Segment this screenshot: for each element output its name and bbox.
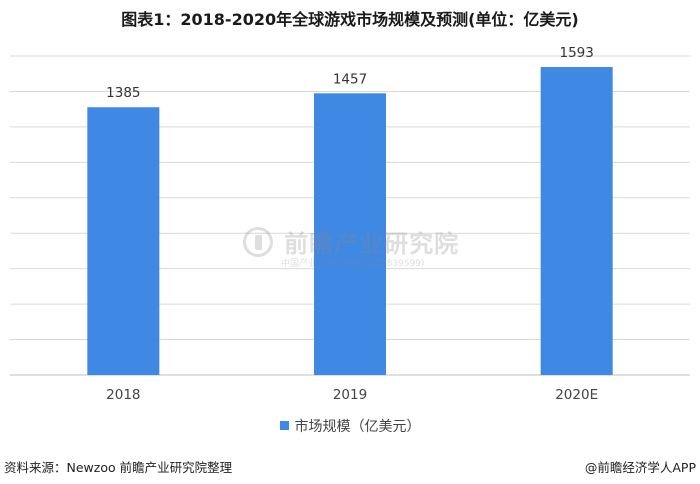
legend-label: 市场规模（亿美元） <box>294 419 421 435</box>
bar <box>314 93 386 376</box>
chart-title: 图表1：2018-2020年全球游戏市场规模及预测(单位：亿美元) <box>121 10 579 29</box>
bar-chart: 1385 2018 1457 2019 1593 2020E <box>10 45 690 400</box>
legend: 市场规模（亿美元） <box>0 416 700 436</box>
x-tick-label: 2018 <box>106 387 140 400</box>
x-tick-label: 2020E <box>555 387 598 400</box>
data-label: 1593 <box>559 45 593 61</box>
bar <box>540 67 613 375</box>
credit-note: @前瞻经济学人APP <box>584 460 696 475</box>
bar <box>87 107 160 375</box>
x-tick-label: 2019 <box>333 387 367 400</box>
legend-swatch <box>279 421 289 430</box>
source-note: 资料来源：Newzoo 前瞻产业研究院整理 <box>4 460 233 475</box>
data-label: 1385 <box>106 85 140 101</box>
data-label: 1457 <box>333 71 367 87</box>
